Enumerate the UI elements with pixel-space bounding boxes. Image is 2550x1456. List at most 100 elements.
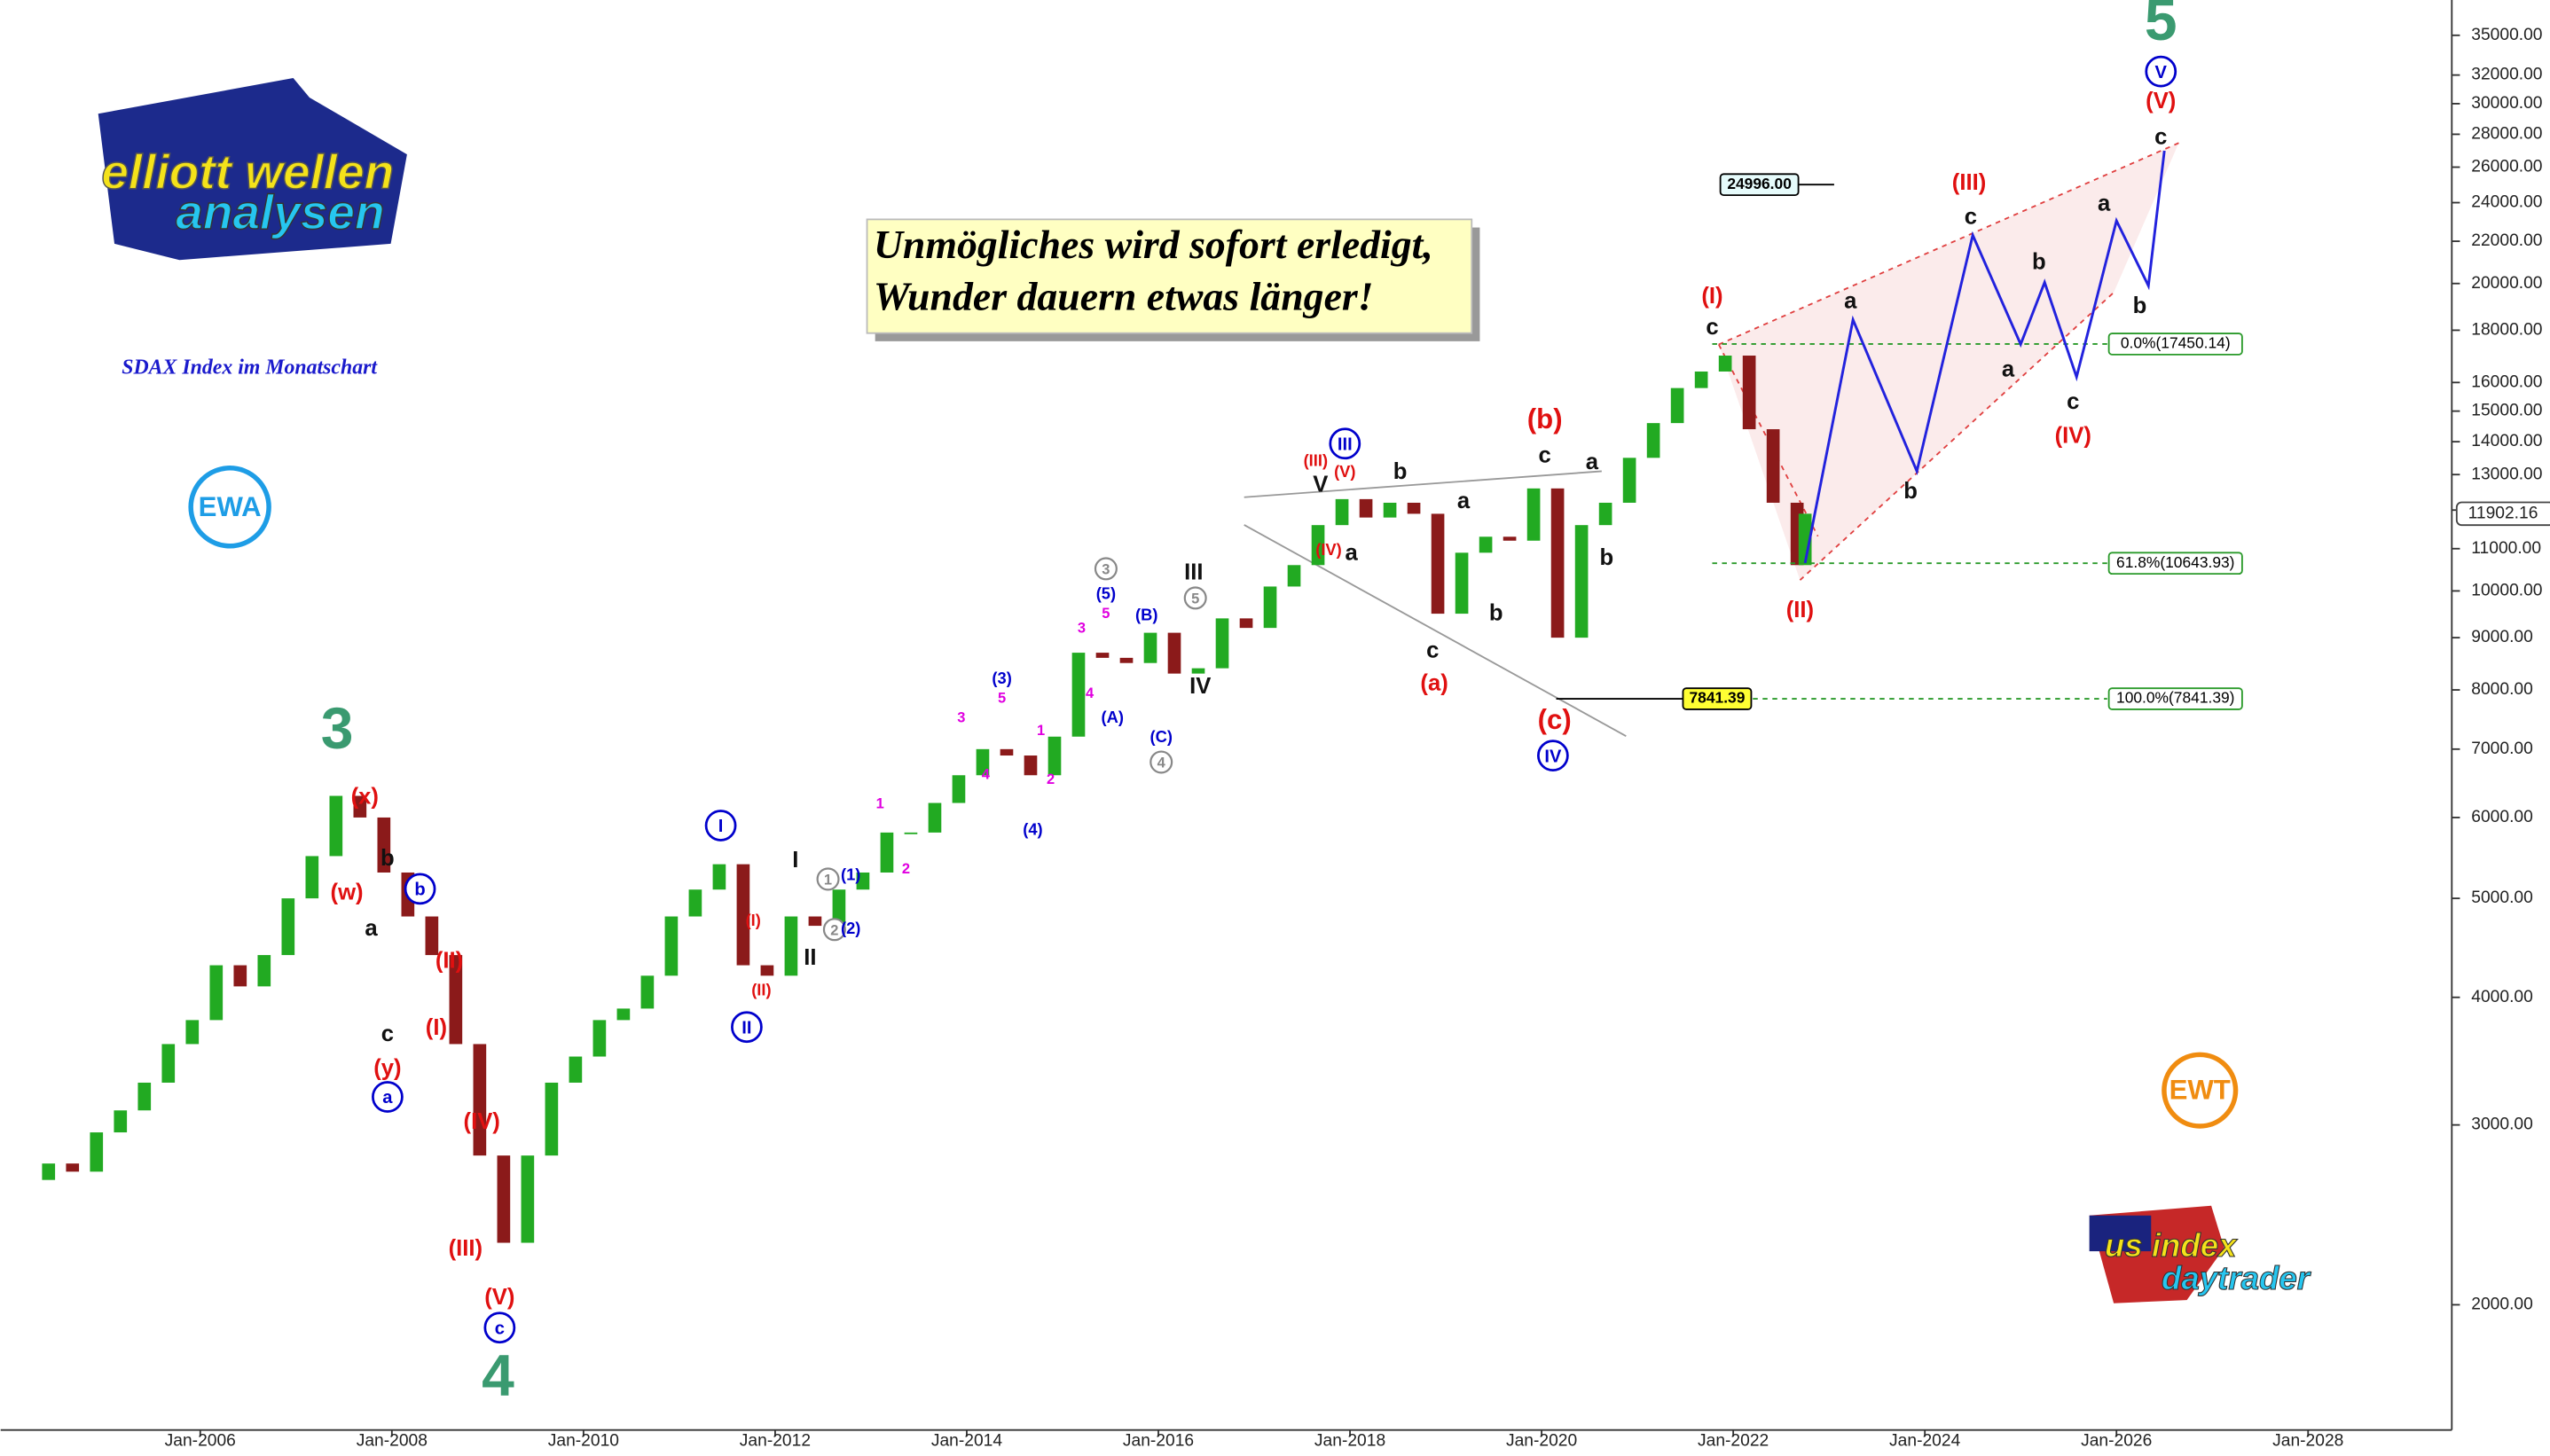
wave-label: 5	[998, 690, 1006, 706]
logo-flag	[2089, 1215, 2152, 1252]
wave-label: II	[804, 945, 816, 970]
candle	[736, 864, 750, 966]
wave-label: c	[1706, 315, 1718, 340]
wave-label: b	[381, 846, 395, 871]
wave-label: c	[495, 1319, 505, 1338]
candle	[1742, 356, 1756, 430]
wave-label: b	[414, 881, 425, 900]
y-tick-label: 15000.00	[2471, 402, 2542, 420]
wave-label: III	[1184, 560, 1203, 585]
wave-label: c	[2154, 125, 2167, 150]
candle	[976, 748, 990, 776]
wave-label: 4	[1086, 685, 1095, 701]
candle	[1550, 488, 1565, 638]
x-tick-label: Jan-2006	[165, 1432, 236, 1451]
wave-label: b	[1600, 545, 1614, 570]
trend-line	[1244, 524, 1627, 737]
candle	[1718, 356, 1732, 372]
fib-label: 61.8%(10643.93)	[2116, 553, 2234, 571]
x-tick-label: Jan-2020	[1506, 1432, 1577, 1451]
logo-text: elliott wellen	[101, 144, 394, 199]
trend-line	[1244, 470, 1602, 498]
candle	[1191, 668, 1205, 674]
wave-label: 2	[902, 861, 910, 877]
wave-label: (C)	[1150, 727, 1173, 746]
wave-label: 3	[957, 709, 965, 725]
candle	[856, 872, 870, 890]
wave-label: (3)	[992, 669, 1011, 687]
wave-label: (II)	[435, 949, 463, 974]
candle	[209, 965, 224, 1021]
logo-text: daytrader	[2162, 1260, 2311, 1296]
candle	[760, 965, 774, 976]
candle	[473, 1044, 487, 1156]
wave-label: 3	[1102, 562, 1110, 578]
wave-label: (II)	[1786, 598, 1814, 622]
chart-title: SDAX Index im Monatschart	[122, 356, 378, 379]
candle	[712, 864, 726, 890]
fib-box	[2107, 552, 2243, 575]
wave-label: (III)	[449, 1236, 483, 1261]
x-tick-label: Jan-2008	[357, 1432, 428, 1451]
y-tick-label: 10000.00	[2471, 582, 2542, 600]
candle	[1694, 371, 1708, 388]
candle	[521, 1155, 535, 1243]
logo-text: us index	[2105, 1227, 2238, 1264]
y-tick-label: 13000.00	[2471, 465, 2542, 483]
wave-circle	[816, 867, 840, 891]
wave-label: b	[2032, 250, 2046, 275]
candle	[161, 1044, 176, 1083]
candle	[952, 775, 966, 803]
candle	[329, 795, 343, 857]
candle	[1455, 552, 1469, 614]
candle	[832, 889, 846, 927]
wave-label: 5	[1102, 606, 1110, 622]
wave-label: a	[2002, 357, 2015, 382]
wave-circle	[731, 1011, 763, 1044]
candle	[1287, 565, 1301, 587]
wave-label: 2	[830, 922, 838, 938]
quote-bg	[866, 218, 1473, 334]
candle	[449, 955, 463, 1045]
wave-label: (B)	[1135, 605, 1157, 623]
x-tick-label: Jan-2028	[2272, 1432, 2343, 1451]
wave-circle	[372, 1081, 404, 1113]
wave-label: (V)	[2146, 89, 2176, 114]
y-tick-label: 26000.00	[2471, 158, 2542, 176]
wave-label: 3	[321, 695, 354, 761]
logo-flag	[98, 77, 407, 261]
candle	[305, 856, 319, 899]
wave-label: (IV)	[464, 1109, 500, 1134]
wave-label: (A)	[1102, 708, 1124, 726]
wave-label: (IV)	[1315, 540, 1342, 559]
wave-label: (2)	[841, 919, 860, 937]
y-tick-label: 22000.00	[2471, 231, 2542, 250]
wave-label: a	[2098, 192, 2111, 216]
projection-line	[1803, 150, 2166, 564]
y-tick-label: 7000.00	[2471, 740, 2533, 758]
wave-circle	[822, 918, 846, 942]
wave-label: (III)	[1304, 450, 1328, 469]
wave-label: I	[792, 848, 798, 873]
wave-circle	[1183, 586, 1207, 610]
wave-label: I	[718, 817, 724, 836]
badge-circle	[2162, 1052, 2239, 1129]
wave-label: (II)	[751, 981, 771, 999]
candle	[425, 916, 439, 956]
candle	[1095, 653, 1110, 658]
candle	[1646, 423, 1660, 458]
wave-label: IV	[1189, 674, 1211, 699]
wave-label: a	[382, 1088, 393, 1108]
y-tick-label: 14000.00	[2471, 432, 2542, 450]
wave-label: (c)	[1538, 704, 1572, 735]
candle	[880, 832, 894, 873]
candle	[42, 1163, 56, 1180]
wave-label: c	[1426, 638, 1439, 663]
wave-label: a	[1586, 450, 1599, 474]
wave-label: (IV)	[2055, 424, 2091, 449]
fib-label: 100.0%(7841.39)	[2116, 689, 2234, 707]
candle	[137, 1082, 152, 1111]
y-tick-label: 9000.00	[2471, 628, 2533, 646]
wave-circle	[2145, 55, 2177, 88]
